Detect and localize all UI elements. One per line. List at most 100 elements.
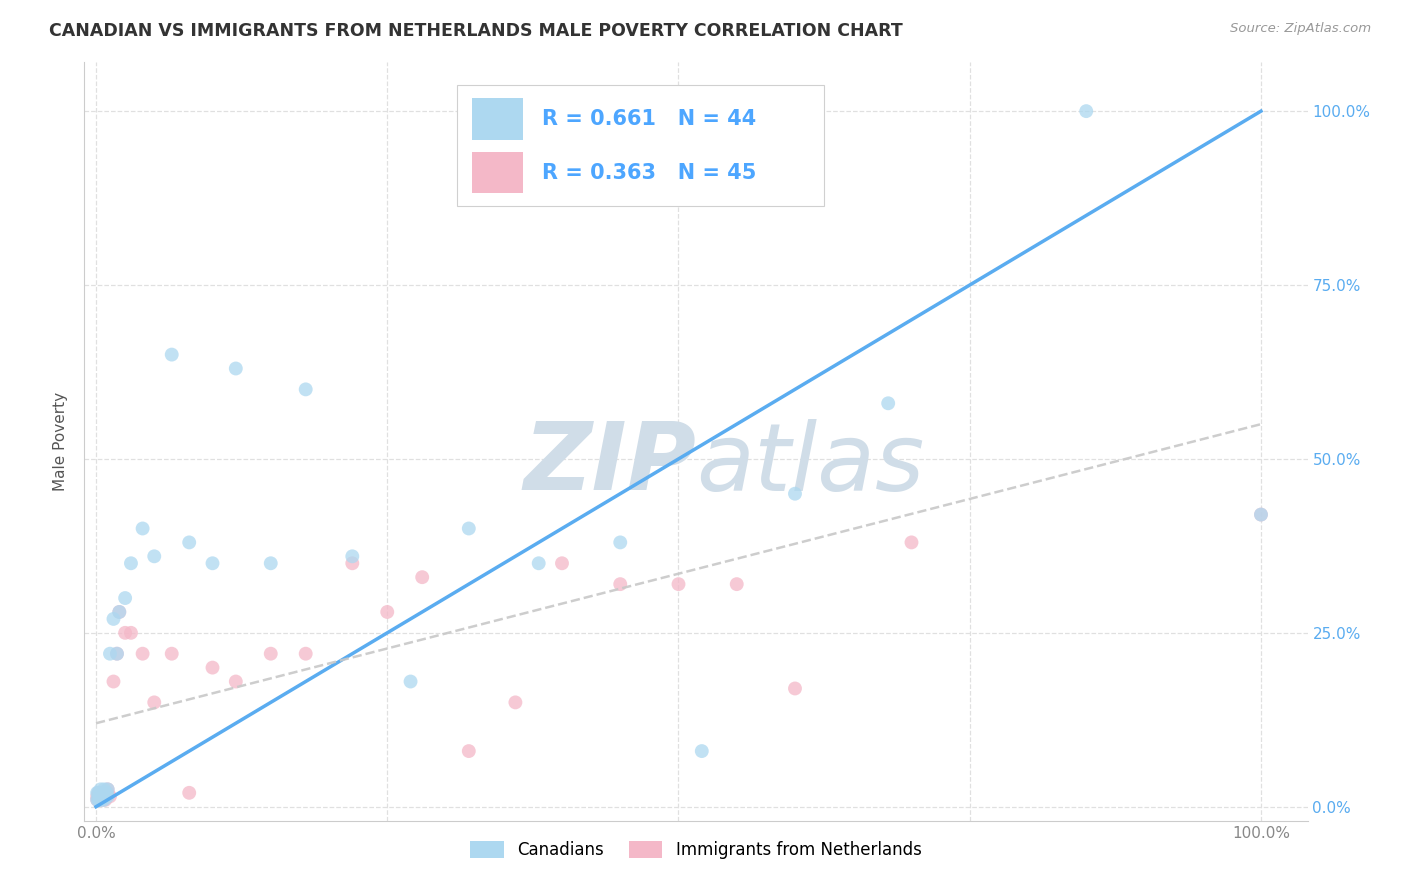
Point (120, 625, 142, 640)
Point (89, 793, 111, 807)
Point (551, 556, 574, 570)
Point (90, 793, 112, 807)
Point (86, 793, 108, 807)
Point (87, 793, 110, 807)
Point (399, 674, 422, 689)
Point (94, 786, 117, 800)
Point (260, 556, 283, 570)
Point (527, 556, 550, 570)
Point (160, 348, 183, 362)
Point (1076, 104, 1098, 119)
Point (86, 786, 108, 800)
Point (87, 786, 110, 800)
Point (160, 647, 183, 661)
Point (90, 782, 112, 797)
Point (131, 521, 153, 535)
Point (94, 793, 117, 807)
Point (725, 577, 748, 591)
Point (90, 789, 112, 804)
Point (120, 556, 142, 570)
Bar (472, 152, 523, 194)
Point (94, 789, 117, 804)
Point (89, 786, 111, 800)
Y-axis label: Male Poverty: Male Poverty (53, 392, 69, 491)
Point (97, 782, 120, 797)
Point (179, 786, 201, 800)
Point (900, 535, 922, 549)
Point (1250, 508, 1272, 522)
Text: Source: ZipAtlas.com: Source: ZipAtlas.com (1230, 22, 1371, 36)
Point (457, 521, 479, 535)
Point (93, 793, 115, 807)
Bar (472, 98, 523, 140)
Point (90, 786, 112, 800)
Text: ZIP: ZIP (523, 418, 696, 510)
Point (103, 674, 125, 689)
Point (96, 786, 118, 800)
Point (98, 647, 121, 661)
Point (90, 786, 112, 800)
Point (93, 789, 115, 804)
Point (505, 695, 527, 709)
Point (97, 782, 120, 797)
Point (86, 789, 108, 804)
Point (91, 786, 114, 800)
Point (114, 625, 136, 640)
Text: CANADIAN VS IMMIGRANTS FROM NETHERLANDS MALE POVERTY CORRELATION CHART: CANADIAN VS IMMIGRANTS FROM NETHERLANDS … (49, 22, 903, 40)
Point (201, 660, 224, 674)
Point (91, 793, 114, 807)
Point (131, 647, 153, 661)
Point (1250, 508, 1272, 522)
Point (225, 674, 247, 689)
Point (87, 786, 110, 800)
Point (93, 782, 115, 797)
Point (294, 647, 316, 661)
Point (783, 681, 806, 696)
Point (97, 789, 120, 804)
Text: atlas: atlas (696, 418, 924, 510)
Point (143, 549, 166, 564)
Point (105, 647, 128, 661)
Legend: Canadians, Immigrants from Netherlands: Canadians, Immigrants from Netherlands (464, 834, 928, 865)
Point (98, 789, 121, 804)
Point (411, 570, 433, 584)
Point (342, 549, 364, 564)
Point (609, 577, 631, 591)
Point (86, 793, 108, 807)
Point (105, 647, 128, 661)
Point (90, 786, 112, 800)
Point (179, 535, 201, 549)
Point (90, 793, 112, 807)
Point (94, 786, 117, 800)
Point (690, 744, 713, 758)
Point (91, 789, 114, 804)
Point (143, 695, 166, 709)
Point (90, 789, 112, 804)
Point (260, 647, 283, 661)
Point (375, 605, 398, 619)
Point (103, 612, 125, 626)
Point (877, 396, 900, 410)
Point (93, 786, 115, 800)
Text: R = 0.363   N = 45: R = 0.363 N = 45 (541, 162, 756, 183)
Point (668, 577, 690, 591)
Point (114, 591, 136, 605)
Point (108, 605, 131, 619)
Point (457, 744, 479, 758)
Text: R = 0.661   N = 44: R = 0.661 N = 44 (541, 109, 756, 129)
Point (89, 789, 111, 804)
Point (91, 789, 114, 804)
Point (89, 789, 111, 804)
Point (225, 361, 247, 376)
Point (89, 793, 111, 807)
Point (108, 605, 131, 619)
FancyBboxPatch shape (457, 85, 824, 207)
Point (87, 793, 110, 807)
Point (294, 383, 316, 397)
Point (783, 486, 806, 500)
Point (609, 535, 631, 549)
Point (342, 556, 364, 570)
Point (201, 556, 224, 570)
Point (96, 789, 118, 804)
Point (97, 786, 120, 800)
